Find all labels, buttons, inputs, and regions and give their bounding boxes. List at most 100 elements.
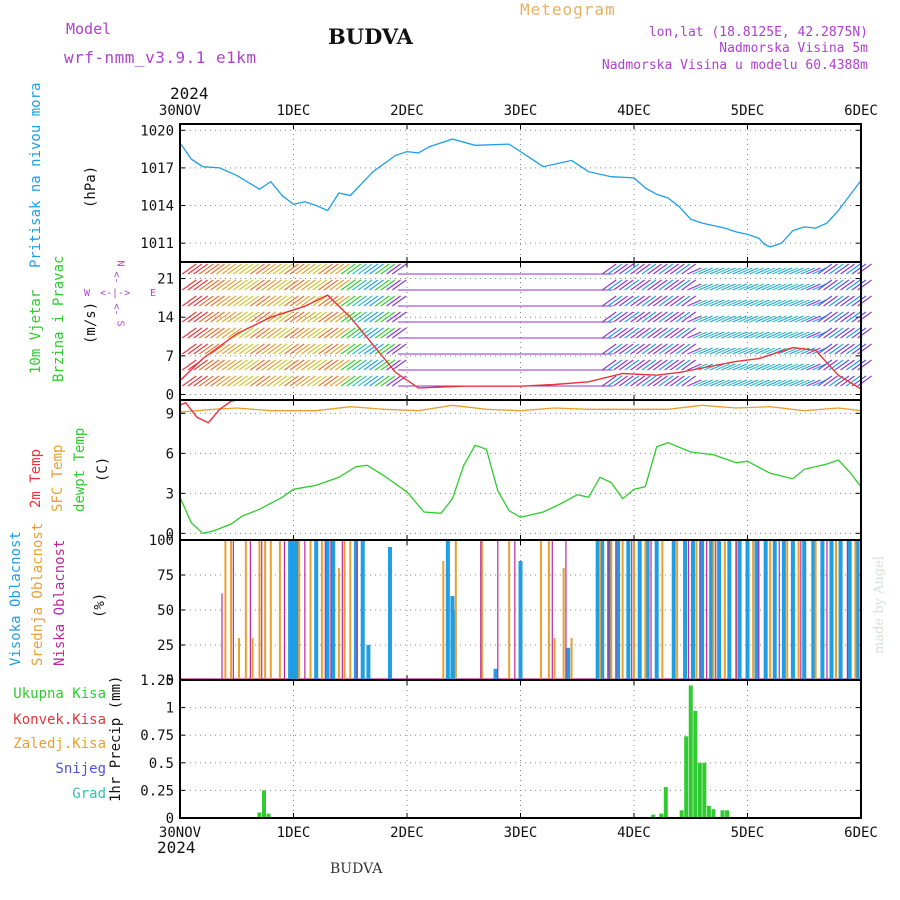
high-cloud-bar xyxy=(737,540,742,680)
y-tick-label: 0 xyxy=(166,673,174,689)
wind-barb xyxy=(198,295,214,307)
wind-barb xyxy=(772,379,787,387)
high-cloud-bar xyxy=(709,540,714,680)
wind-barb xyxy=(210,279,225,291)
wind-barb xyxy=(289,279,305,291)
wind-barb xyxy=(641,279,657,291)
wind-barb xyxy=(272,327,288,339)
wind-barb xyxy=(789,299,804,307)
wind-barb xyxy=(755,331,770,339)
wind-barb xyxy=(323,279,339,291)
wind-barb xyxy=(828,375,844,387)
high-cloud-bar xyxy=(847,540,852,680)
wind-barb xyxy=(811,299,827,307)
model-name: wrf-nmm_v3.9.1 e1km xyxy=(64,48,257,67)
wind-barb xyxy=(221,343,237,355)
wind-barb xyxy=(783,347,799,355)
wind-barb xyxy=(255,343,271,355)
wind-barb xyxy=(721,363,736,371)
high-cloud-bar xyxy=(645,540,650,680)
wind-barb xyxy=(817,279,833,291)
wind-barb xyxy=(289,311,305,323)
wind-barb xyxy=(738,299,753,307)
x-tick-label-top: 4DEC xyxy=(617,103,651,119)
y-tick-label: 1020 xyxy=(140,123,174,139)
wind-barb xyxy=(794,267,810,275)
wind-barb xyxy=(216,295,231,307)
wind-barb xyxy=(749,267,764,275)
wind-barb xyxy=(766,267,782,275)
wind-barb xyxy=(658,343,674,355)
wind-barb xyxy=(210,263,225,275)
wind-barb xyxy=(777,315,793,323)
wind-barb xyxy=(261,279,277,291)
pressure-line xyxy=(179,138,862,248)
mid-cloud-bar xyxy=(695,540,698,680)
wind-barb xyxy=(187,311,203,323)
wind-barb xyxy=(267,375,282,387)
wind-barb xyxy=(772,331,787,339)
y-tick-label: 7 xyxy=(166,349,174,365)
y-tick-label: 100 xyxy=(149,533,174,549)
wind-barb xyxy=(391,263,407,275)
mid-cloud-bar xyxy=(278,540,281,680)
wind-barb xyxy=(749,347,764,355)
wind-barb xyxy=(352,375,367,387)
high-cloud-bar xyxy=(314,540,319,680)
wind-barb xyxy=(692,379,708,387)
high-cloud-bar xyxy=(671,540,676,680)
wind-barb xyxy=(806,283,821,291)
wind-barb xyxy=(386,359,401,371)
mid-cloud-bar xyxy=(251,638,254,680)
precip-bar xyxy=(663,787,668,818)
wind-barb xyxy=(216,359,231,371)
lonlat-label: lon,lat (18.8125E, 42.2875N) xyxy=(648,25,868,40)
wind-barb xyxy=(193,375,208,387)
page-title: BUDVA xyxy=(328,24,413,49)
wind-barb xyxy=(704,347,719,355)
wind-barb xyxy=(800,299,816,307)
wind-barb xyxy=(687,283,702,291)
wind-barb xyxy=(834,279,850,291)
wind-barb xyxy=(817,375,833,387)
wind-barb xyxy=(857,375,872,387)
x-tick-label-top: 1DEC xyxy=(277,103,311,119)
wind-barb xyxy=(721,315,736,323)
wind-barb xyxy=(851,295,867,307)
wind-barb xyxy=(732,299,747,307)
wind-barb xyxy=(335,279,350,291)
wind-barb xyxy=(386,343,401,355)
wind-barb xyxy=(698,347,713,355)
wind-barb xyxy=(238,295,254,307)
wind-barb xyxy=(624,295,640,307)
wind-barb xyxy=(374,343,390,355)
wind-barb xyxy=(664,343,679,355)
wind-barb xyxy=(681,279,696,291)
wind-barb xyxy=(601,279,617,291)
wind-barb xyxy=(828,311,844,323)
wind-barb xyxy=(851,343,867,355)
wind-barb xyxy=(743,267,759,275)
wind-barb xyxy=(216,279,231,291)
wind-barb xyxy=(760,331,776,339)
wind-barb xyxy=(732,363,747,371)
low-cloud-bar xyxy=(341,540,343,680)
wind-barb xyxy=(675,359,691,371)
mid-cloud-bar xyxy=(769,540,772,680)
wind-barb xyxy=(709,379,725,387)
wind-barb xyxy=(618,343,634,355)
wind-barb xyxy=(726,347,742,355)
wind-barb xyxy=(255,375,271,387)
wind-barb xyxy=(698,283,713,291)
wind-barb xyxy=(840,359,855,371)
mid-cloud-bar xyxy=(337,568,340,680)
wind-barb xyxy=(743,331,759,339)
wind-barb xyxy=(630,263,645,275)
mid-cloud-bar xyxy=(610,540,613,680)
wind-barb xyxy=(630,343,645,355)
wind-barb xyxy=(267,327,282,339)
wind-barb xyxy=(613,295,628,307)
wind-barb xyxy=(272,263,288,275)
wind-barb xyxy=(845,263,861,275)
wind-barb xyxy=(227,295,242,307)
